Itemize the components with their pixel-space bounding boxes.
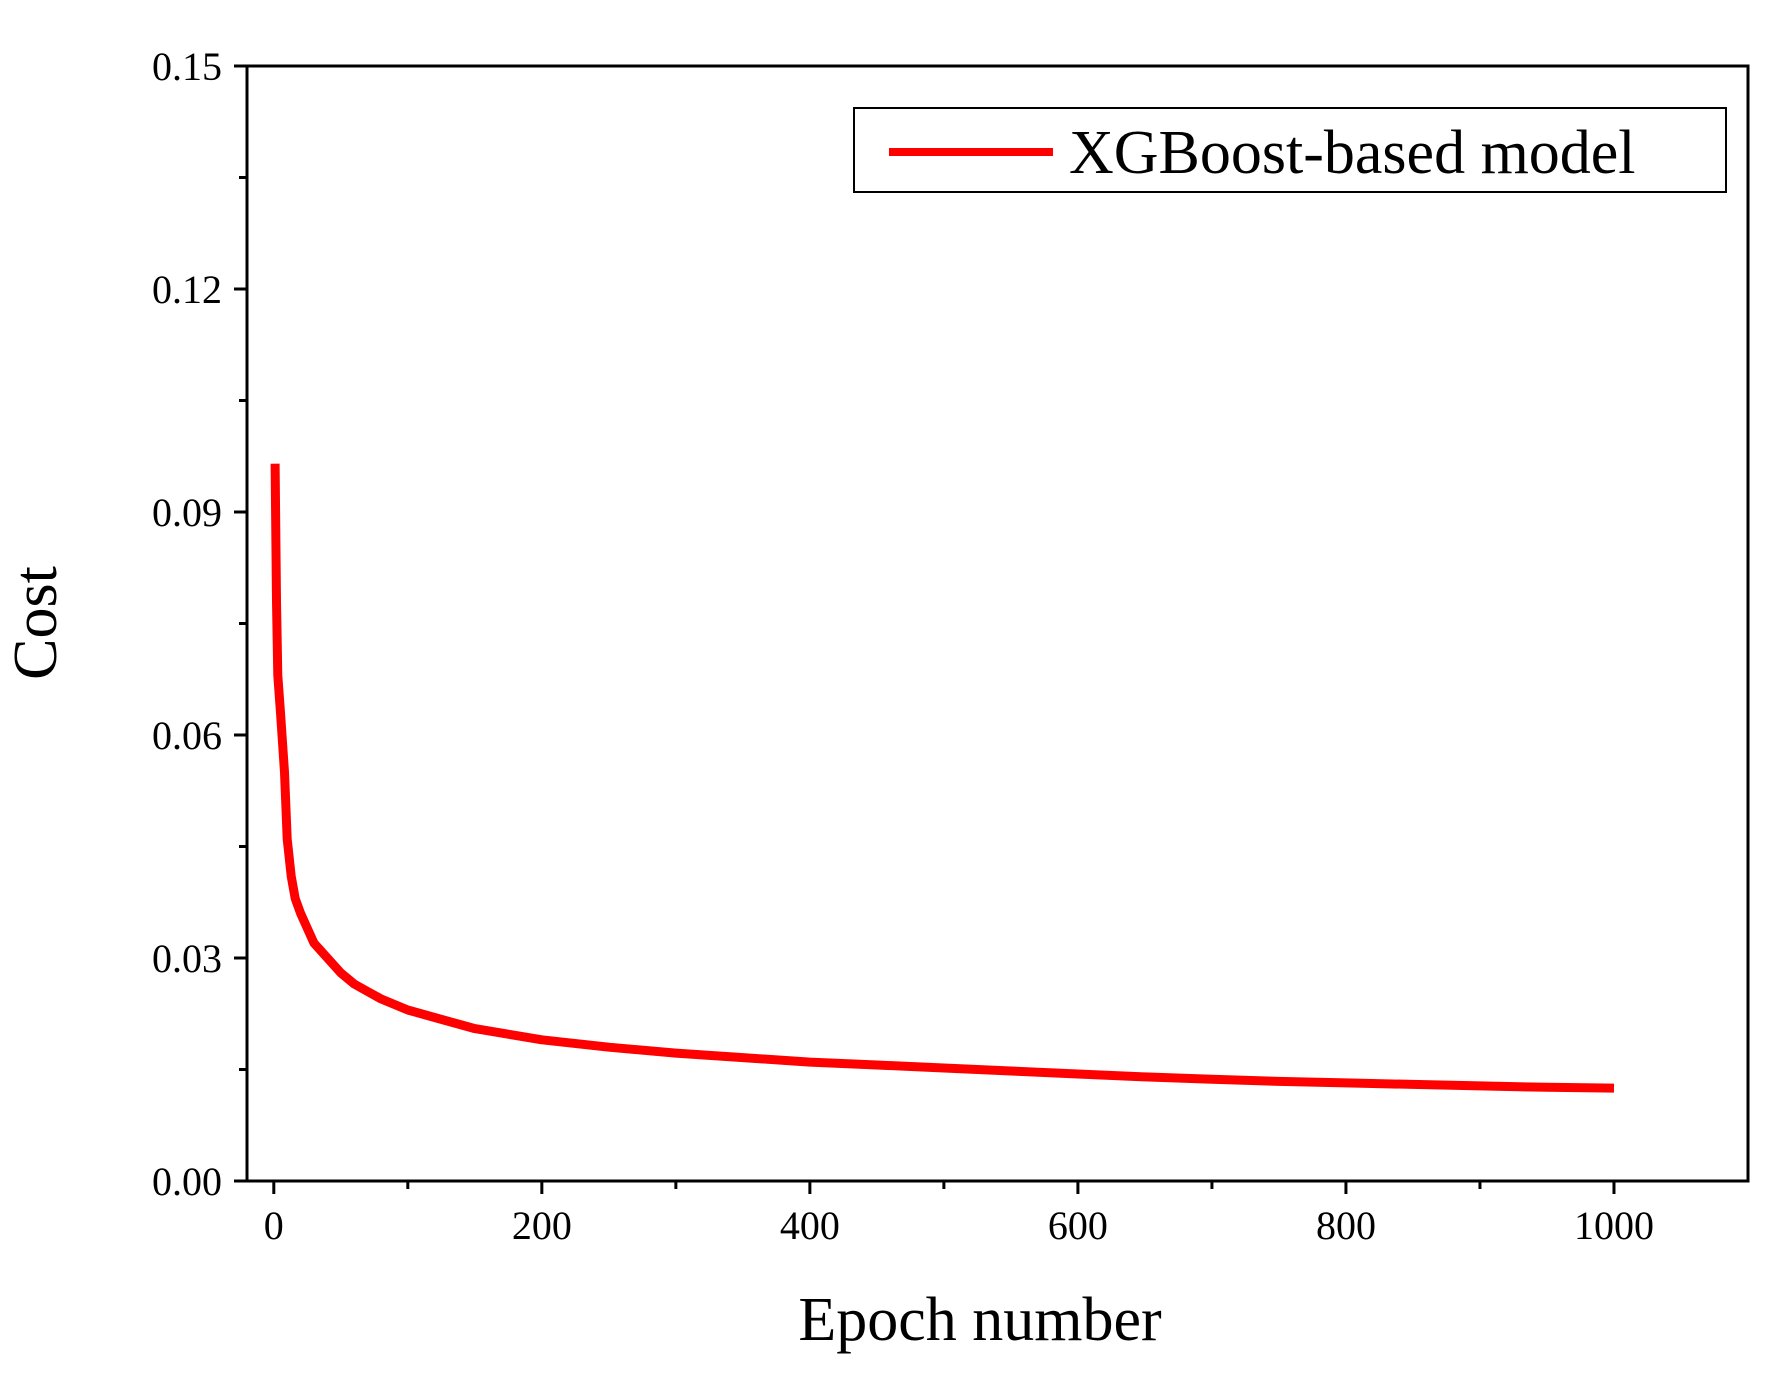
y-tick-label: 0.03 (152, 936, 222, 981)
y-tick-label: 0.00 (152, 1159, 222, 1204)
axis-ticks: 0 200 400 600 800 1000 0.00 0.03 0.06 0.09 0.12 0.1… (152, 44, 1654, 1248)
y-tick-label: 0.12 (152, 267, 222, 312)
x-tick-label: 200 (512, 1203, 572, 1248)
x-tick-label: 0 (264, 1203, 284, 1248)
legend-entry-label: XGBoost-based model (1069, 119, 1636, 187)
series-line-0 (270, 463, 1615, 1093)
y-tick-label: 0.09 (152, 490, 222, 535)
series-layer (270, 463, 1615, 1093)
x-tick-label: 800 (1316, 1203, 1376, 1248)
y-tick-label: 0.06 (152, 713, 222, 758)
x-axis-title: Epoch number (798, 1286, 1162, 1354)
x-tick-label: 400 (780, 1203, 840, 1248)
y-tick-label: 0.15 (152, 44, 222, 89)
x-tick-label: 1000 (1574, 1203, 1654, 1248)
plot-frame (245, 64, 1750, 1183)
x-tick-label: 600 (1048, 1203, 1108, 1248)
y-axis-title: Cost (2, 566, 70, 680)
legend: XGBoost-based model (853, 107, 1727, 193)
